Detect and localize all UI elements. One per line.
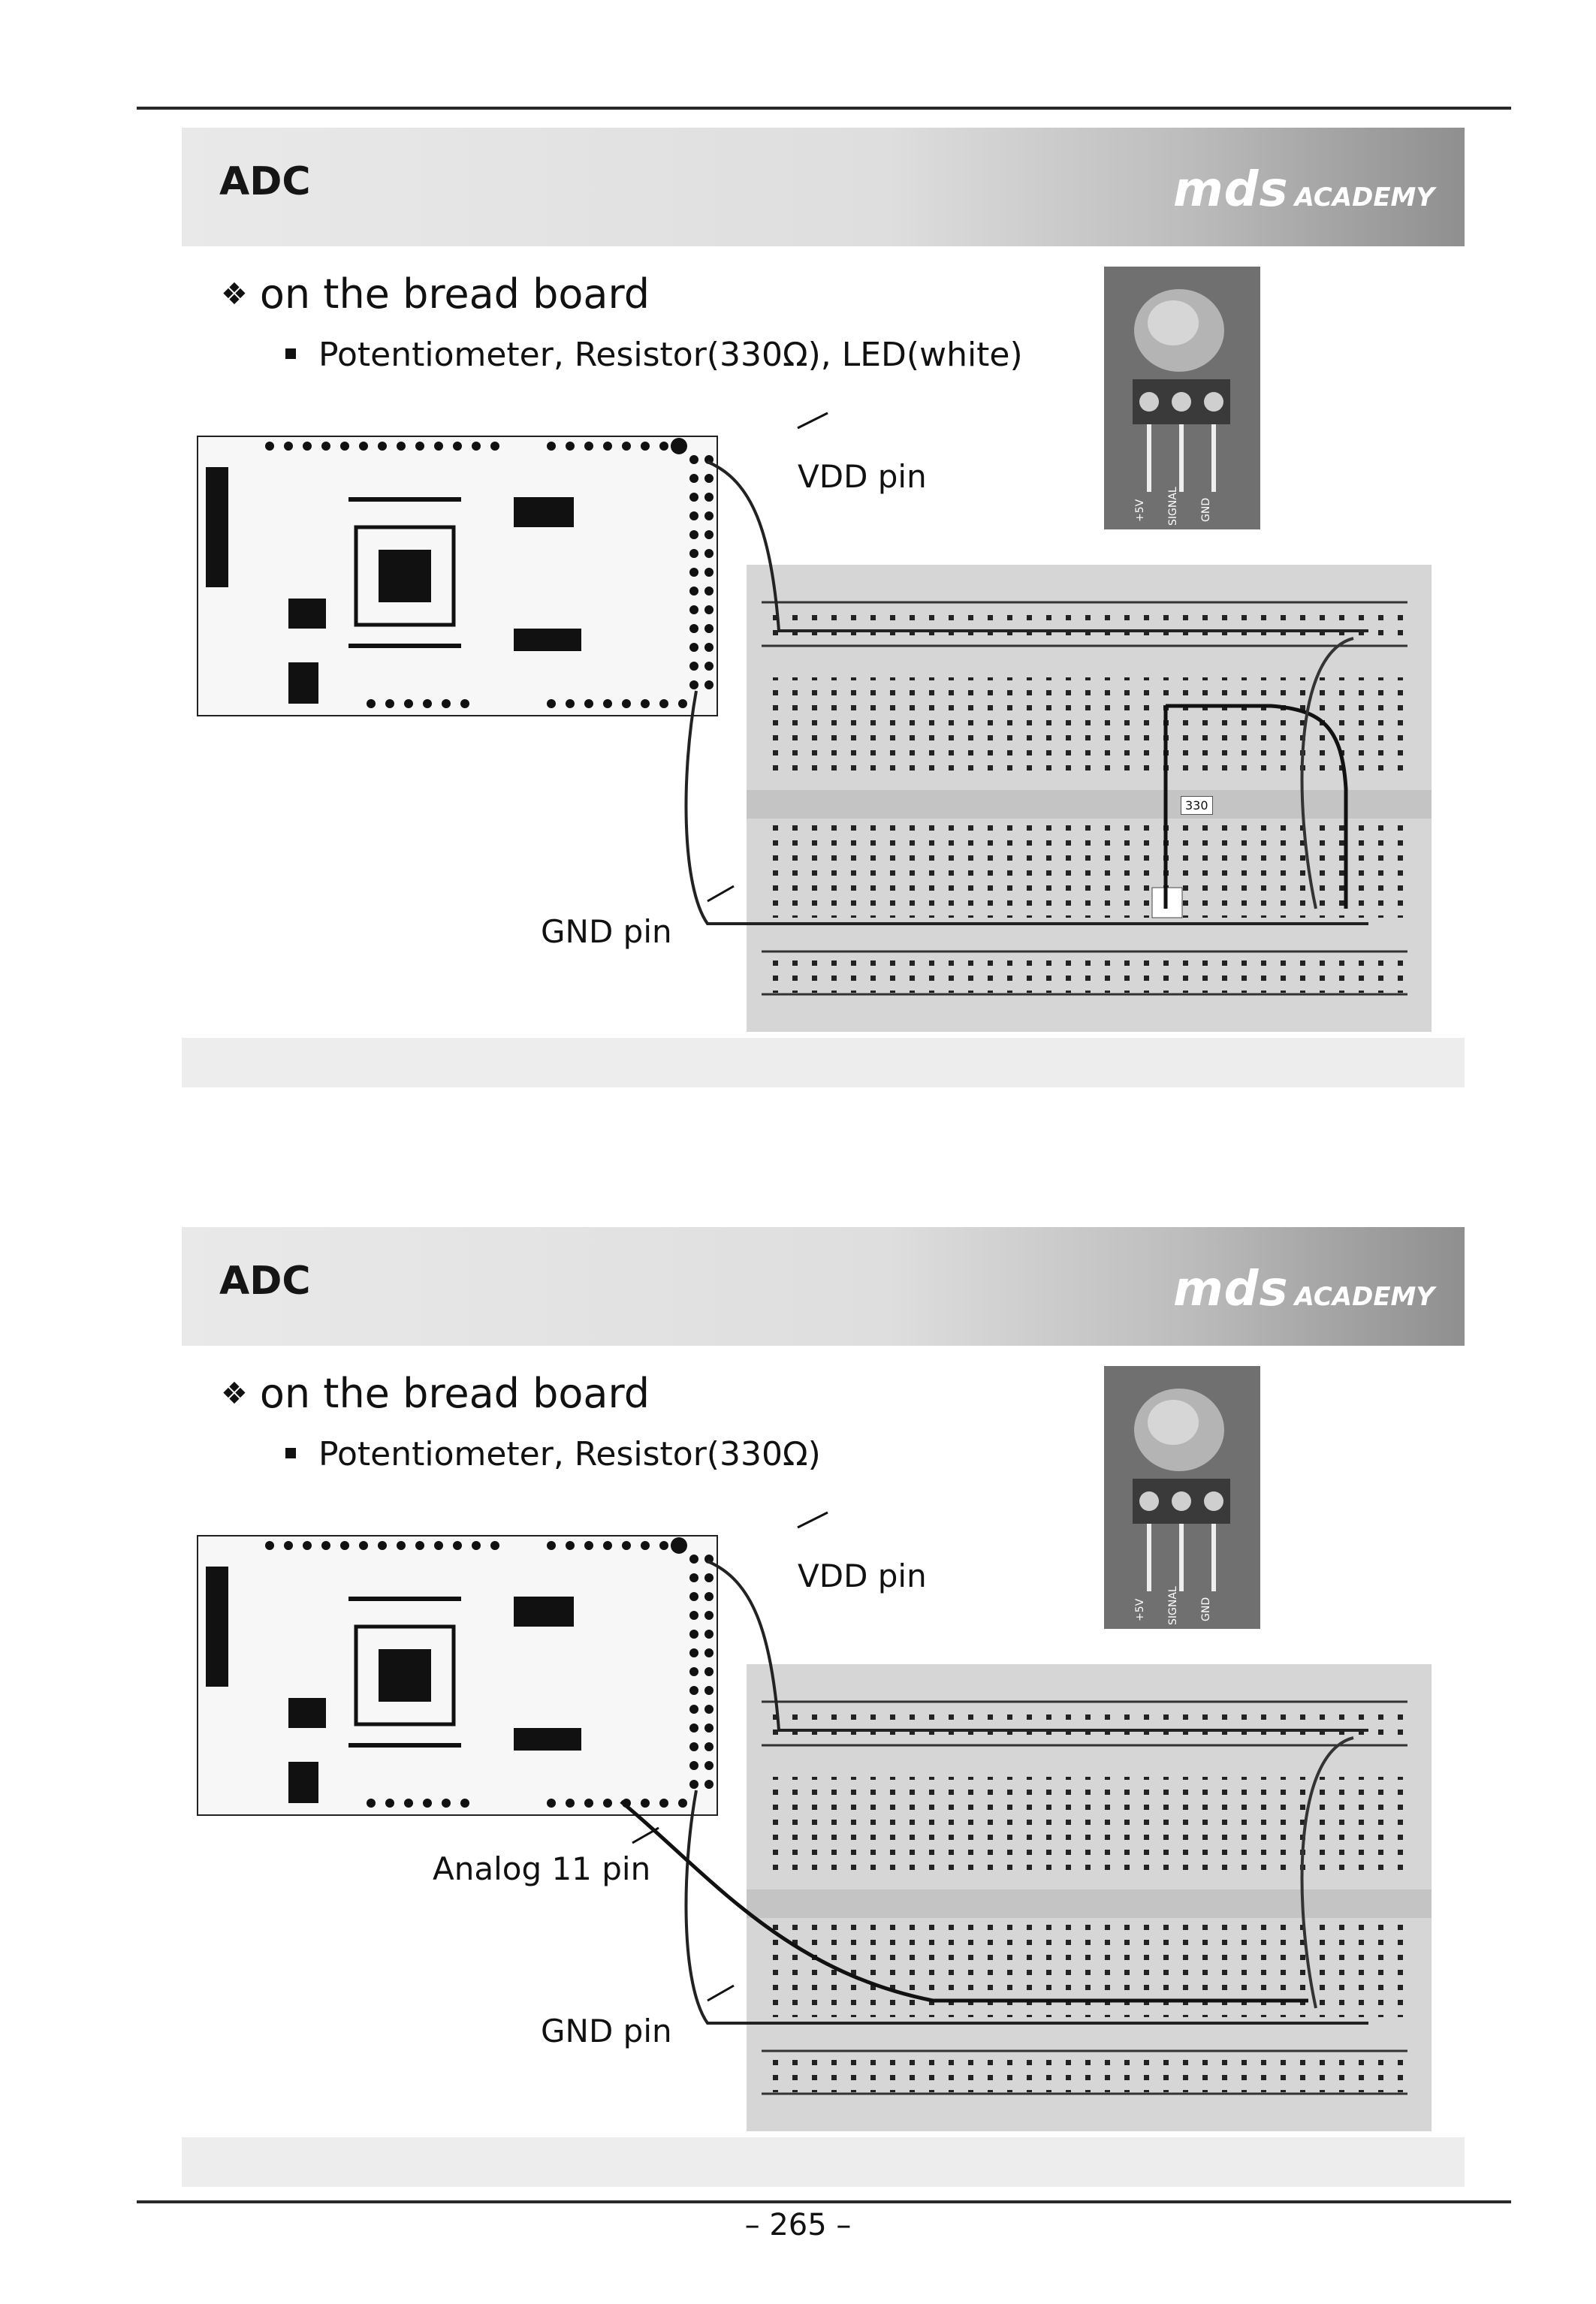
slide-header: ADC mds ACADEMY bbox=[182, 128, 1465, 246]
diamond-bullet-icon: ❖ bbox=[221, 1377, 248, 1411]
mcu-board bbox=[197, 436, 718, 716]
bullet-item: Potentiometer, Resistor(330Ω) bbox=[285, 1435, 821, 1473]
pot-label-gnd: GND bbox=[1200, 1597, 1212, 1621]
mcu-board bbox=[197, 1535, 718, 1816]
potentiometer-illustration: +5V SIGNAL GND bbox=[1104, 267, 1260, 529]
top-rule bbox=[137, 107, 1511, 110]
bullet-text: Potentiometer, Resistor(330Ω), LED(white… bbox=[318, 336, 1023, 374]
slide-footer bbox=[182, 1038, 1465, 1087]
potentiometer-photo: +5V SIGNAL GND bbox=[1104, 267, 1260, 529]
section-heading: ❖ on the bread board bbox=[221, 1370, 650, 1417]
slide-header: ADC mds ACADEMY bbox=[182, 1227, 1465, 1346]
logo-sub: ACADEMY bbox=[1294, 182, 1435, 213]
pot-label-signal: SIGNAL bbox=[1167, 1586, 1179, 1625]
diamond-bullet-icon: ❖ bbox=[221, 277, 248, 312]
pot-label-5v: +5V bbox=[1134, 1598, 1146, 1621]
pot-label-gnd: GND bbox=[1200, 498, 1212, 522]
bottom-rule bbox=[137, 2200, 1511, 2203]
breadboard-illustration bbox=[747, 565, 1432, 1032]
square-bullet-icon bbox=[285, 1448, 296, 1458]
section-heading-text: on the bread board bbox=[259, 1370, 650, 1417]
breadboard bbox=[747, 565, 1432, 1032]
slide-footer bbox=[182, 2137, 1465, 2187]
logo-main: mds bbox=[1172, 162, 1289, 218]
potentiometer-photo: +5V SIGNAL GND bbox=[1104, 1366, 1260, 1629]
gnd-pin-label: GND pin bbox=[541, 913, 672, 950]
vdd-pin-label: VDD pin bbox=[798, 458, 927, 495]
mds-academy-logo: mds ACADEMY bbox=[1173, 162, 1435, 218]
page-number: – 265 – bbox=[744, 2208, 852, 2242]
wiring-overlay bbox=[684, 412, 1368, 925]
logo-sub: ACADEMY bbox=[1294, 1282, 1435, 1312]
square-bullet-icon bbox=[285, 348, 296, 359]
logo-main: mds bbox=[1172, 1262, 1289, 1317]
wiring-overlay bbox=[620, 1511, 1368, 2025]
slide-1: ADC mds ACADEMY ❖ on the bread board Poten… bbox=[182, 128, 1465, 1089]
bullet-item: Potentiometer, Resistor(330Ω), LED(white… bbox=[285, 336, 1023, 374]
pot-label-signal: SIGNAL bbox=[1167, 487, 1179, 526]
analog-11-pin-label: Analog 11 pin bbox=[433, 1850, 651, 1887]
potentiometer-illustration: +5V SIGNAL GND bbox=[1104, 1366, 1260, 1629]
section-heading: ❖ on the bread board bbox=[221, 270, 650, 318]
mds-academy-logo: mds ACADEMY bbox=[1173, 1262, 1435, 1317]
resistor-label: 330 bbox=[1181, 796, 1213, 815]
mcu-board-illustration bbox=[206, 438, 714, 708]
bullet-text: Potentiometer, Resistor(330Ω) bbox=[318, 1435, 821, 1473]
gnd-pin-label: GND pin bbox=[541, 2013, 672, 2049]
breadboard-illustration bbox=[747, 1664, 1432, 2131]
slide-title: ADC bbox=[219, 1259, 311, 1304]
breadboard bbox=[747, 1664, 1432, 2131]
slide-title: ADC bbox=[219, 159, 311, 204]
vdd-pin-label: VDD pin bbox=[798, 1558, 927, 1594]
pot-label-5v: +5V bbox=[1134, 499, 1146, 522]
section-heading-text: on the bread board bbox=[259, 270, 650, 318]
mcu-board-illustration bbox=[206, 1537, 714, 1808]
slide-2: ADC mds ACADEMY ❖ on the bread board Poten… bbox=[182, 1227, 1465, 2188]
